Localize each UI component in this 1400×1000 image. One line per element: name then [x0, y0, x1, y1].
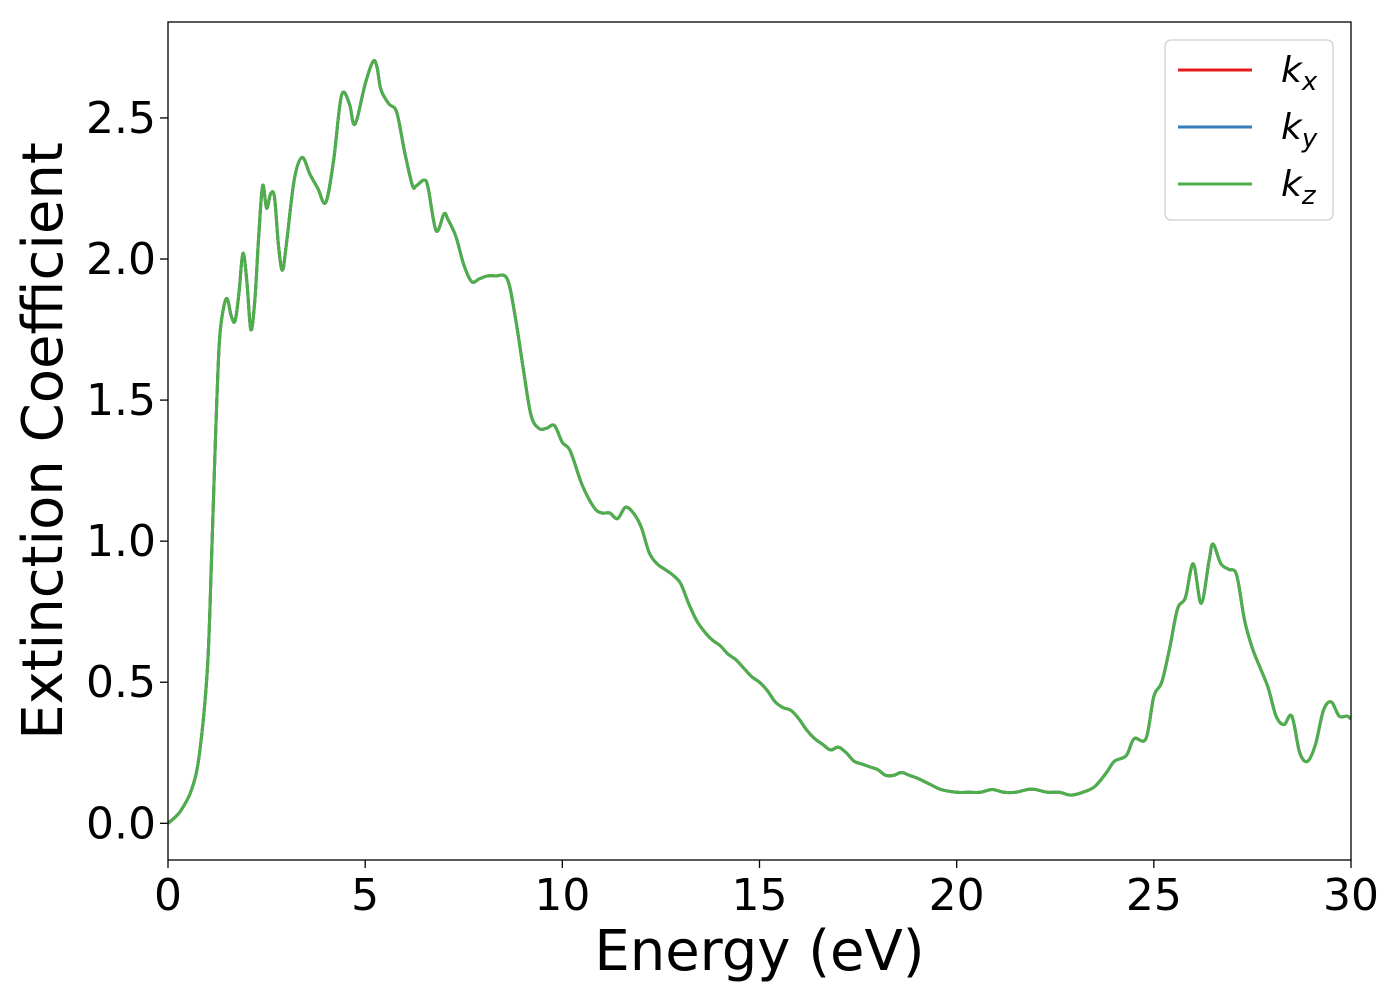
legend-label-kz: kz [1281, 164, 1317, 211]
y-tick-label: 0.5 [86, 657, 156, 708]
legend-frame [1164, 39, 1334, 221]
series-layer [168, 59, 1351, 825]
y-tick-label: 1.0 [86, 516, 156, 567]
x-tick-label: 0 [154, 870, 182, 921]
x-tick-label: 10 [534, 870, 590, 921]
y-tick-label: 1.5 [86, 375, 156, 426]
x-tick-label: 5 [351, 870, 379, 921]
y-tick-label: 0.0 [86, 798, 156, 849]
y-tick-label: 2.0 [86, 234, 156, 285]
y-axis-ticks: 0.0 0.5 1.0 1.5 2.0 2.5 [86, 93, 168, 849]
x-tick-label: 15 [732, 870, 788, 921]
x-tick-label: 20 [929, 870, 985, 921]
legend-label-kx: kx [1281, 50, 1318, 97]
x-tick-label: 25 [1126, 870, 1182, 921]
legend-label-base: k [1281, 164, 1304, 205]
y-axis-label: Extinction Coefficient [11, 142, 76, 740]
legend-label-subscript: y [1301, 124, 1318, 154]
legend-label-ky: ky [1281, 107, 1318, 154]
y-tick-label: 2.5 [86, 93, 156, 144]
series-line-kz [168, 59, 1351, 825]
legend-label-base: k [1281, 50, 1304, 91]
legend-label-subscript: x [1301, 67, 1318, 97]
legend-label-subscript: z [1301, 181, 1317, 211]
x-tick-label: 30 [1323, 870, 1379, 921]
x-axis-ticks: 0 5 10 15 20 25 30 [154, 860, 1379, 921]
legend-label-base: k [1281, 107, 1304, 148]
x-axis-label: Energy (eV) [594, 919, 924, 984]
